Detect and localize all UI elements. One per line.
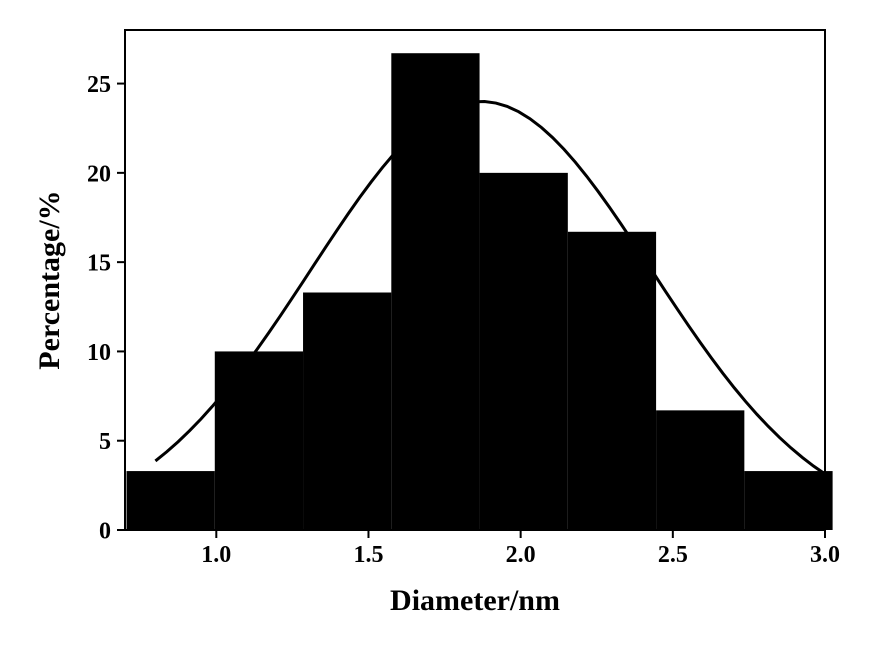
x-tick-label: 2.0: [506, 542, 536, 568]
x-tick-label: 1.0: [201, 542, 231, 568]
y-axis-label: Percentage/%: [33, 190, 66, 369]
histogram-bar: [568, 232, 656, 530]
histogram-bar: [391, 53, 479, 530]
y-tick-label: 10: [87, 340, 111, 366]
histogram-bar: [127, 471, 215, 530]
histogram-chart: 1.0 1.5 2.0 2.5 3.0 0 5 10 15 20 25 Diameter/nm Perc…: [0, 0, 876, 663]
y-tick-label: 0: [99, 518, 111, 544]
histogram-bar: [744, 471, 832, 530]
chart-svg: 1.0 1.5 2.0 2.5 3.0 0 5 10 15 20 25 Diameter/nm Perc…: [0, 0, 876, 663]
y-tick-label: 20: [87, 161, 111, 187]
y-tick-label: 25: [87, 72, 111, 98]
x-axis-label: Diameter/nm: [390, 584, 560, 617]
x-tick-label: 2.5: [658, 542, 688, 568]
x-tick-label: 3.0: [810, 542, 840, 568]
histogram-bar: [480, 173, 568, 530]
histogram-bar: [656, 410, 744, 530]
histogram-bar: [215, 351, 303, 530]
y-tick-label: 5: [99, 429, 111, 455]
histogram-bar: [303, 293, 391, 531]
x-tick-label: 1.5: [353, 542, 383, 568]
y-tick-label: 15: [87, 251, 111, 277]
